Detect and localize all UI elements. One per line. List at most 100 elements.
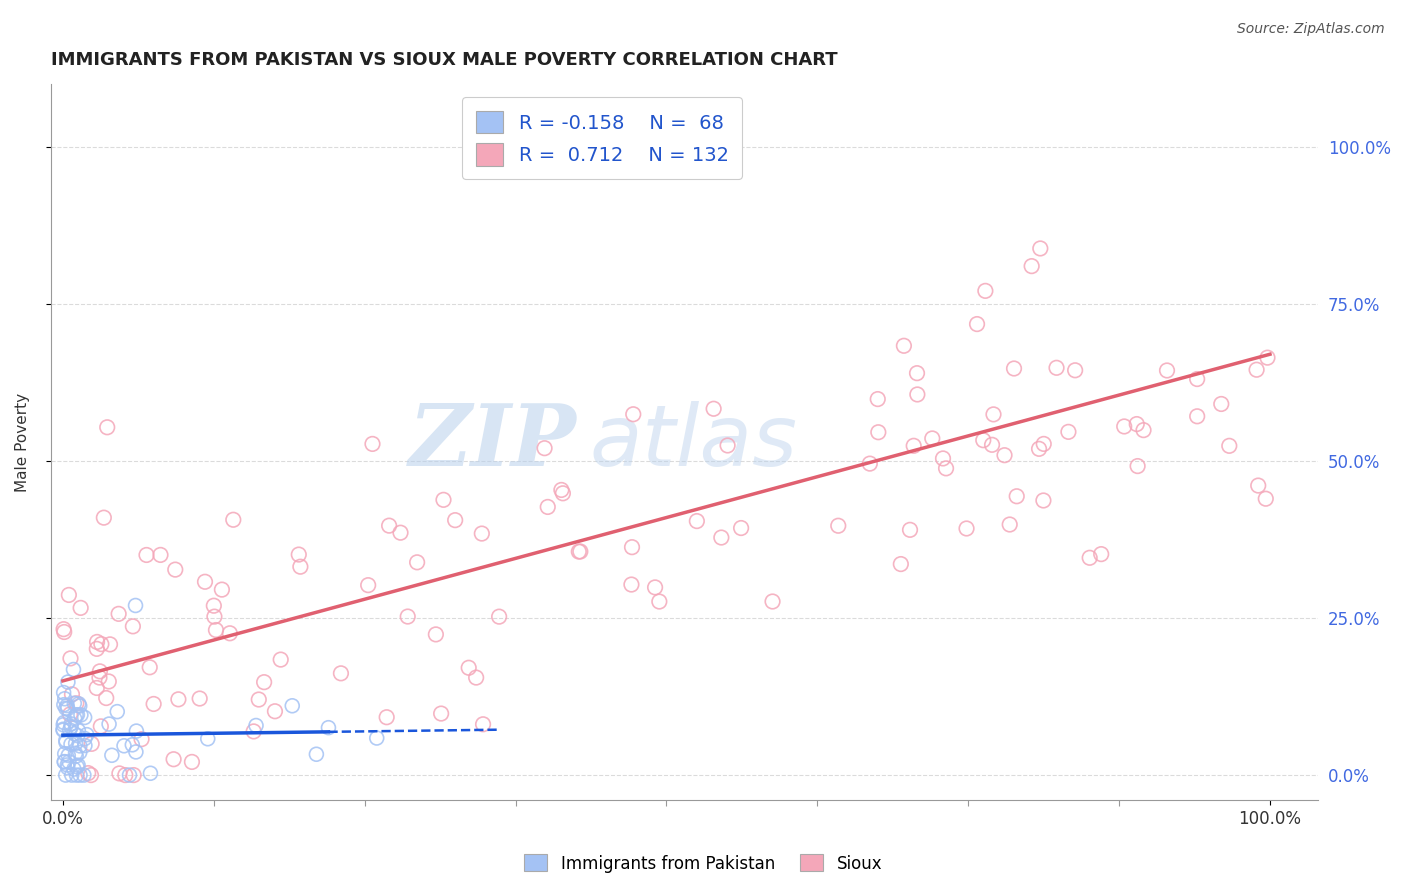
Point: [329, 666, 352, 681]
Point: [131, 732, 153, 747]
Point: [58, 588, 80, 602]
Point: [247, 692, 270, 706]
Point: [65, 747, 87, 761]
Point: [890, 557, 912, 571]
Point: [63, 696, 86, 710]
Point: [425, 627, 447, 641]
Point: [69, 746, 91, 760]
Point: [550, 483, 572, 497]
Point: [107, 607, 129, 621]
Point: [1218, 439, 1240, 453]
Legend: R = -0.158    N =  68, R =  0.712    N = 132: R = -0.158 N = 68, R = 0.712 N = 132: [463, 97, 742, 179]
Point: [1156, 363, 1178, 377]
Point: [66, 729, 89, 743]
Point: [1005, 489, 1028, 503]
Point: [1029, 242, 1052, 256]
Point: [80, 768, 103, 782]
Point: [893, 339, 915, 353]
Point: [63, 727, 86, 741]
Point: [101, 748, 124, 763]
Point: [73, 739, 96, 753]
Point: [1185, 409, 1208, 424]
Point: [194, 574, 217, 589]
Point: [202, 599, 225, 613]
Point: [430, 706, 453, 721]
Point: [396, 609, 419, 624]
Point: [135, 548, 157, 562]
Point: [56, 698, 79, 713]
Point: [122, 768, 145, 782]
Point: [66, 760, 89, 774]
Point: [465, 671, 488, 685]
Point: [181, 755, 204, 769]
Point: [52, 717, 75, 731]
Point: [65, 696, 87, 710]
Point: [1125, 417, 1147, 431]
Point: [205, 623, 228, 637]
Point: [149, 548, 172, 562]
Point: [533, 441, 555, 455]
Point: [644, 581, 666, 595]
Point: [59, 723, 82, 737]
Point: [69, 698, 91, 713]
Point: [955, 521, 977, 535]
Point: [60, 717, 83, 731]
Point: [69, 739, 91, 753]
Point: [53, 755, 76, 769]
Point: [537, 500, 560, 514]
Point: [1247, 478, 1270, 492]
Point: [290, 559, 312, 574]
Point: [77, 766, 100, 780]
Point: [52, 723, 75, 738]
Point: [1090, 547, 1112, 561]
Point: [974, 284, 997, 298]
Point: [703, 401, 725, 416]
Point: [58, 748, 80, 763]
Point: [253, 675, 276, 690]
Point: [76, 728, 98, 742]
Point: [245, 718, 267, 732]
Point: [717, 438, 740, 452]
Point: [1254, 491, 1277, 506]
Legend: Immigrants from Pakistan, Sioux: Immigrants from Pakistan, Sioux: [517, 847, 889, 880]
Text: Source: ZipAtlas.com: Source: ZipAtlas.com: [1237, 22, 1385, 37]
Point: [471, 526, 494, 541]
Point: [53, 747, 76, 761]
Point: [59, 707, 82, 722]
Point: [56, 675, 79, 690]
Point: [1246, 362, 1268, 376]
Point: [488, 609, 510, 624]
Point: [270, 652, 292, 666]
Point: [167, 692, 190, 706]
Point: [55, 701, 77, 715]
Point: [389, 525, 412, 540]
Point: [112, 739, 135, 753]
Point: [55, 735, 77, 749]
Point: [69, 768, 91, 782]
Point: [551, 486, 574, 500]
Point: [86, 641, 108, 656]
Point: [121, 738, 143, 752]
Point: [139, 766, 162, 780]
Point: [80, 737, 103, 751]
Point: [108, 766, 131, 780]
Point: [59, 651, 82, 665]
Point: [56, 758, 79, 772]
Point: [142, 697, 165, 711]
Point: [1028, 442, 1050, 456]
Point: [1021, 259, 1043, 273]
Point: [52, 723, 75, 737]
Point: [1045, 360, 1067, 375]
Point: [568, 544, 591, 558]
Point: [1002, 361, 1025, 376]
Point: [905, 366, 928, 380]
Point: [366, 731, 388, 745]
Point: [935, 461, 957, 475]
Point: [122, 619, 145, 633]
Point: [53, 755, 76, 769]
Point: [972, 434, 994, 448]
Point: [921, 432, 943, 446]
Point: [162, 752, 184, 766]
Point: [165, 563, 187, 577]
Point: [105, 705, 128, 719]
